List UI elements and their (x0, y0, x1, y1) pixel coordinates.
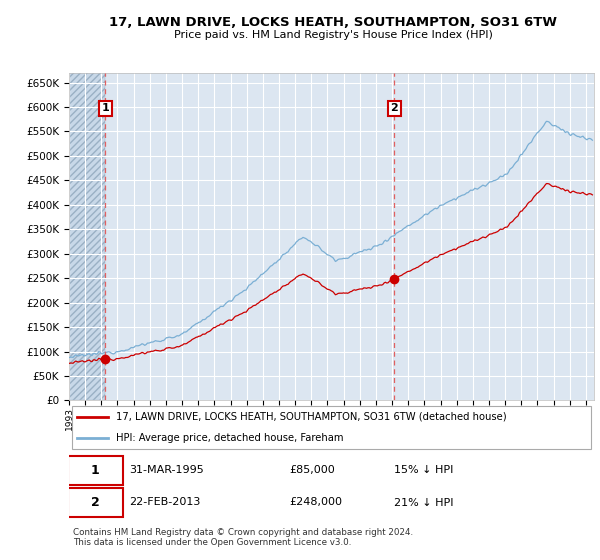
Text: 1: 1 (91, 464, 100, 477)
Text: 31-MAR-1995: 31-MAR-1995 (130, 465, 204, 475)
FancyBboxPatch shape (71, 406, 592, 449)
FancyBboxPatch shape (68, 488, 123, 517)
Text: 22-FEB-2013: 22-FEB-2013 (130, 497, 201, 507)
Text: 2: 2 (91, 496, 100, 509)
Text: 1: 1 (101, 104, 109, 114)
Text: Price paid vs. HM Land Registry's House Price Index (HPI): Price paid vs. HM Land Registry's House … (173, 30, 493, 40)
Text: £85,000: £85,000 (290, 465, 335, 475)
Text: 21% ↓ HPI: 21% ↓ HPI (395, 497, 454, 507)
Text: Contains HM Land Registry data © Crown copyright and database right 2024.
This d: Contains HM Land Registry data © Crown c… (73, 528, 413, 547)
Text: 17, LAWN DRIVE, LOCKS HEATH, SOUTHAMPTON, SO31 6TW: 17, LAWN DRIVE, LOCKS HEATH, SOUTHAMPTON… (109, 16, 557, 29)
Text: 15% ↓ HPI: 15% ↓ HPI (395, 465, 454, 475)
Text: 2: 2 (391, 104, 398, 114)
Text: HPI: Average price, detached house, Fareham: HPI: Average price, detached house, Fare… (116, 433, 344, 444)
FancyBboxPatch shape (68, 456, 123, 484)
Text: £248,000: £248,000 (290, 497, 343, 507)
Text: 17, LAWN DRIVE, LOCKS HEATH, SOUTHAMPTON, SO31 6TW (detached house): 17, LAWN DRIVE, LOCKS HEATH, SOUTHAMPTON… (116, 412, 507, 422)
